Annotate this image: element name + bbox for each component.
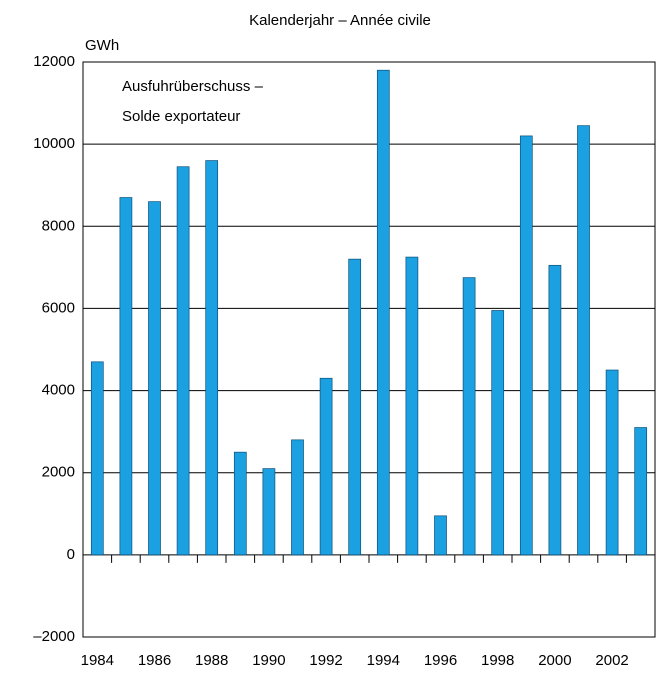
bar [205,160,219,556]
y-tick-label: 12000 [33,53,75,70]
bar [376,69,390,556]
bar [233,451,247,556]
bar [462,277,476,556]
bar [319,377,333,556]
bar [262,468,276,556]
bar [291,439,304,556]
bar [148,201,161,556]
y-tick-label: 4000 [42,382,75,399]
y-tick-label: 6000 [42,299,75,316]
annotation: Ausfuhrüberschuss – [122,78,264,95]
y-tick-label: 2000 [42,464,75,481]
y-tick-label: –2000 [33,628,75,645]
x-tick-label: 2000 [538,652,571,669]
x-tick-label: 2002 [595,652,628,669]
chart-title: Kalenderjahr – Année civile [249,12,431,29]
bar [405,256,419,556]
x-tick-label: 1992 [309,652,342,669]
bar [491,310,505,556]
bar [634,427,648,556]
bar [90,361,104,556]
bar [548,264,562,556]
x-tick-label: 1994 [367,652,400,669]
x-tick-label: 1984 [81,652,114,669]
bar [519,135,533,556]
x-tick-label: 1988 [195,652,228,669]
y-tick-label: 8000 [42,217,75,234]
x-tick-label: 1986 [138,652,171,669]
y-tick-label: 0 [67,546,75,563]
bar [348,258,362,556]
x-tick-label: 1996 [424,652,457,669]
x-tick-label: 1998 [481,652,514,669]
bar [434,515,447,556]
bar [605,369,619,556]
bar [176,166,190,556]
y-unit: GWh [85,37,119,54]
y-tick-label: 10000 [33,135,75,152]
annotation: Solde exportateur [122,108,240,125]
bar [577,125,590,556]
bar [119,197,133,556]
x-tick-label: 1990 [252,652,285,669]
plot-frame [82,61,656,638]
